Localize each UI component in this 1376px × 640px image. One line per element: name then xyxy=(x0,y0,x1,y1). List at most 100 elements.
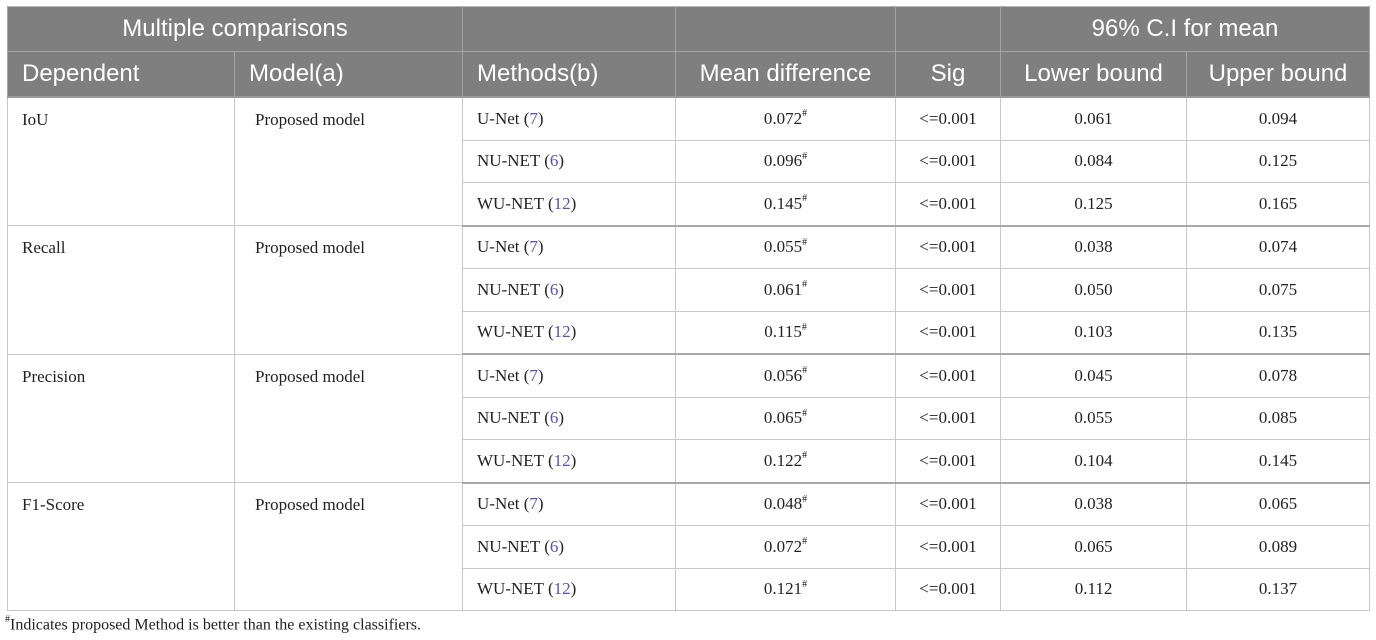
method-name: WU-NET xyxy=(477,322,544,342)
table-row: NU-NET (6) 0.072# <=0.001 0.065 0.089 xyxy=(8,525,1371,569)
header-empty-cell xyxy=(895,6,1002,52)
better-mark: # xyxy=(801,321,807,333)
mean-value: 0.121 xyxy=(763,579,803,599)
reference-link[interactable]: 7 xyxy=(529,237,538,257)
cell-mean-difference: 0.096# xyxy=(675,140,897,183)
method-name: WU-NET xyxy=(477,450,544,470)
reference-link[interactable]: 7 xyxy=(529,108,538,128)
cell-upper-bound: 0.137 xyxy=(1186,568,1371,611)
better-mark: # xyxy=(802,536,808,548)
cell-mean-difference: 0.115# xyxy=(675,311,897,355)
cell-model: Proposed model xyxy=(233,354,464,483)
better-mark: # xyxy=(802,407,808,419)
reference-link[interactable]: 12 xyxy=(553,579,571,599)
cell-sig: <=0.001 xyxy=(895,98,1002,141)
cell-sig: <=0.001 xyxy=(895,568,1002,611)
header-sig: Sig xyxy=(895,51,1002,98)
table-body: IoU Proposed model U-Net (7) 0.072# <=0.001 0… xyxy=(7,96,1371,611)
method-name: NU-NET xyxy=(477,279,540,299)
method-name: NU-NET xyxy=(477,151,540,171)
better-mark: # xyxy=(802,493,808,505)
cell-mean-difference: 0.122# xyxy=(675,439,897,484)
mean-value: 0.055 xyxy=(763,237,803,257)
cell-upper-bound: 0.135 xyxy=(1186,311,1371,355)
header-upper-bound: Upper bound xyxy=(1186,51,1371,98)
cell-method: NU-NET (6) xyxy=(462,268,677,312)
cell-sig: <=0.001 xyxy=(895,525,1002,569)
cell-mean-difference: 0.065# xyxy=(675,397,897,440)
cell-method: U-Net (7) xyxy=(462,354,677,398)
cell-method: WU-NET (12) xyxy=(462,311,677,355)
cell-method: NU-NET (6) xyxy=(462,525,677,569)
header-dependent: Dependent xyxy=(7,51,235,98)
cell-mean-difference: 0.048# xyxy=(675,482,897,526)
cell-sig: <=0.001 xyxy=(895,482,1002,526)
cell-method: WU-NET (12) xyxy=(462,439,677,484)
reference-link[interactable]: 6 xyxy=(549,151,559,171)
cell-sig: <=0.001 xyxy=(895,311,1002,355)
cell-lower-bound: 0.050 xyxy=(1000,268,1188,312)
header-multiple-comparisons: Multiple comparisons xyxy=(6,6,464,52)
cell-lower-bound: 0.055 xyxy=(1000,397,1188,440)
method-name: U-Net xyxy=(477,494,520,514)
cell-lower-bound: 0.104 xyxy=(1000,439,1188,484)
method-name: WU-NET xyxy=(477,193,544,213)
cell-sig: <=0.001 xyxy=(895,225,1002,269)
better-mark: # xyxy=(802,150,808,162)
cell-model: Proposed model xyxy=(233,98,464,226)
cell-mean-difference: 0.121# xyxy=(675,568,897,611)
cell-lower-bound: 0.065 xyxy=(1000,525,1188,569)
cell-sig: <=0.001 xyxy=(895,397,1002,440)
table-row: NU-NET (6) 0.061# <=0.001 0.050 0.075 xyxy=(8,268,1371,312)
cell-lower-bound: 0.125 xyxy=(1000,182,1188,227)
cell-dependent: Precision xyxy=(7,354,235,483)
reference-link[interactable]: 12 xyxy=(553,450,571,470)
table-row: Precision Proposed model U-Net (7) 0.056# <=… xyxy=(7,354,1371,483)
mean-value: 0.122 xyxy=(763,450,803,470)
cell-sig: <=0.001 xyxy=(895,268,1002,312)
header-ci-for-mean: 96% C.I for mean xyxy=(1000,6,1371,52)
method-name: WU-NET xyxy=(477,579,544,599)
cell-dependent: Recall xyxy=(7,225,235,355)
mean-value: 0.072 xyxy=(763,536,803,556)
better-mark: # xyxy=(802,279,808,291)
cell-sig: <=0.001 xyxy=(895,182,1002,227)
reference-link[interactable]: 12 xyxy=(553,322,571,342)
cell-mean-difference: 0.145# xyxy=(675,182,897,227)
cell-method: WU-NET (12) xyxy=(462,568,677,611)
cell-upper-bound: 0.145 xyxy=(1186,439,1371,484)
cell-lower-bound: 0.112 xyxy=(1000,568,1188,611)
header-empty-cell xyxy=(462,6,677,52)
header-lower-bound: Lower bound xyxy=(1000,51,1188,98)
cell-mean-difference: 0.072# xyxy=(675,98,897,141)
reference-link[interactable]: 7 xyxy=(529,365,538,385)
cell-model: Proposed model xyxy=(233,225,464,355)
cell-mean-difference: 0.055# xyxy=(675,225,897,269)
cell-dependent: F1-Score xyxy=(7,482,235,611)
header-group-row: Multiple comparisons 96% C.I for mean xyxy=(6,6,1371,52)
table-row: NU-NET (6) 0.065# <=0.001 0.055 0.085 xyxy=(8,397,1371,440)
reference-link[interactable]: 12 xyxy=(553,193,571,213)
reference-link[interactable]: 6 xyxy=(549,408,559,428)
mean-value: 0.048 xyxy=(763,494,803,514)
header-methods: Methods(b) xyxy=(462,51,677,98)
reference-link[interactable]: 7 xyxy=(529,494,538,514)
cell-mean-difference: 0.056# xyxy=(675,354,897,398)
cell-upper-bound: 0.165 xyxy=(1186,182,1371,227)
header-empty-cell xyxy=(675,6,897,52)
table-row: Recall Proposed model U-Net (7) 0.055# <=0.0… xyxy=(7,225,1371,355)
method-name: U-Net xyxy=(477,108,520,128)
header-column-row: Dependent Model(a) Methods(b) Mean diffe… xyxy=(7,51,1371,98)
reference-link[interactable]: 6 xyxy=(549,536,559,556)
table-row: F1-Score Proposed model U-Net (7) 0.048# <=0… xyxy=(7,482,1371,611)
method-name: U-Net xyxy=(477,365,520,385)
cell-lower-bound: 0.038 xyxy=(1000,225,1188,269)
reference-link[interactable]: 6 xyxy=(549,279,559,299)
cell-method: U-Net (7) xyxy=(462,482,677,526)
header-mean-difference: Mean difference xyxy=(675,51,897,98)
cell-upper-bound: 0.085 xyxy=(1186,397,1371,440)
cell-method: NU-NET (6) xyxy=(462,140,677,183)
better-mark: # xyxy=(802,108,808,120)
mean-value: 0.061 xyxy=(763,279,803,299)
mean-value: 0.096 xyxy=(763,151,803,171)
